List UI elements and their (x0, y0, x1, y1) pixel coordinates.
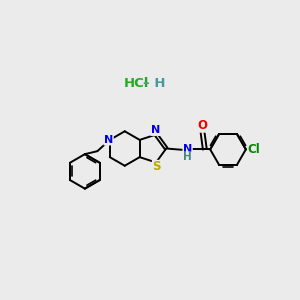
Text: Cl: Cl (248, 143, 260, 156)
Text: – H: – H (143, 76, 166, 90)
Text: HCl: HCl (124, 76, 149, 90)
Text: N: N (183, 143, 192, 154)
Text: N: N (104, 135, 113, 145)
Text: H: H (183, 152, 192, 162)
Text: S: S (152, 160, 161, 173)
Text: N: N (151, 125, 160, 135)
Text: O: O (197, 119, 208, 132)
